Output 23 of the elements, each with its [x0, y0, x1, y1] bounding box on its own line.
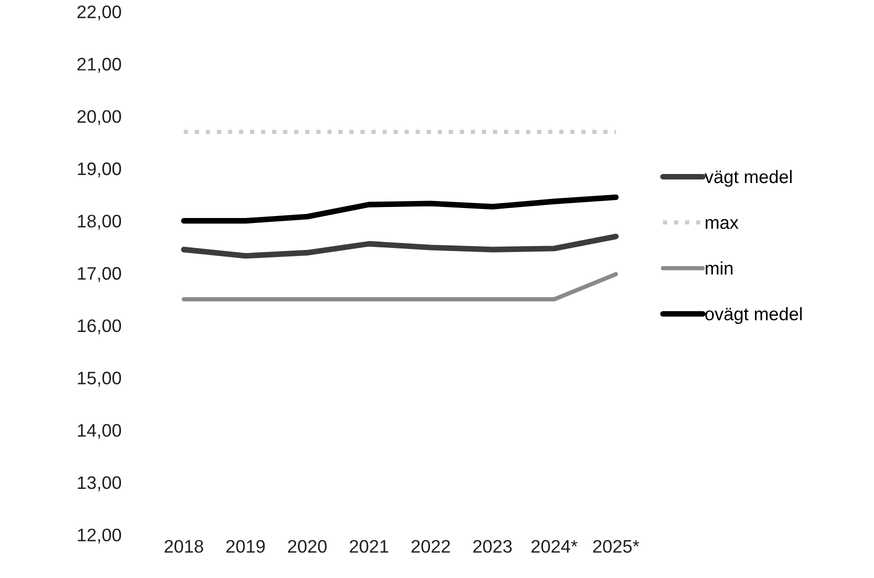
y-tick-label: 13,00	[78, 476, 122, 492]
x-tick-label: 2024*	[531, 540, 578, 553]
x-tick-label: 2023	[473, 540, 512, 553]
y-tick-label: 15,00	[78, 372, 122, 387]
x-tick-label: 2019	[226, 540, 265, 553]
y-tick-label: 21,00	[77, 58, 122, 73]
y-tick-label: 14,00	[78, 424, 122, 439]
y-tick-label: 19,00	[78, 162, 122, 178]
y-tick-label: 22,00	[77, 5, 122, 20]
x-tick-label: 2021	[350, 540, 388, 553]
x-tick-label: 2018	[164, 540, 204, 553]
x-tick-label: 2025*	[593, 540, 640, 553]
y-tick-label: 20,00	[77, 110, 122, 126]
y-tick-label: 18,00	[78, 214, 122, 230]
x-tick-label: 2020	[288, 540, 327, 553]
y-tick-label: 16,00	[78, 319, 122, 334]
legend-label: ovägt medel	[705, 307, 802, 324]
legend-label: vägt medel	[704, 170, 792, 187]
y-tick-label: 17,00	[78, 267, 122, 282]
y-tick-label: 12,00	[78, 528, 122, 544]
x-tick-label: 2022	[412, 540, 450, 553]
legend-label: min	[706, 261, 732, 274]
legend-label: max	[706, 219, 738, 229]
